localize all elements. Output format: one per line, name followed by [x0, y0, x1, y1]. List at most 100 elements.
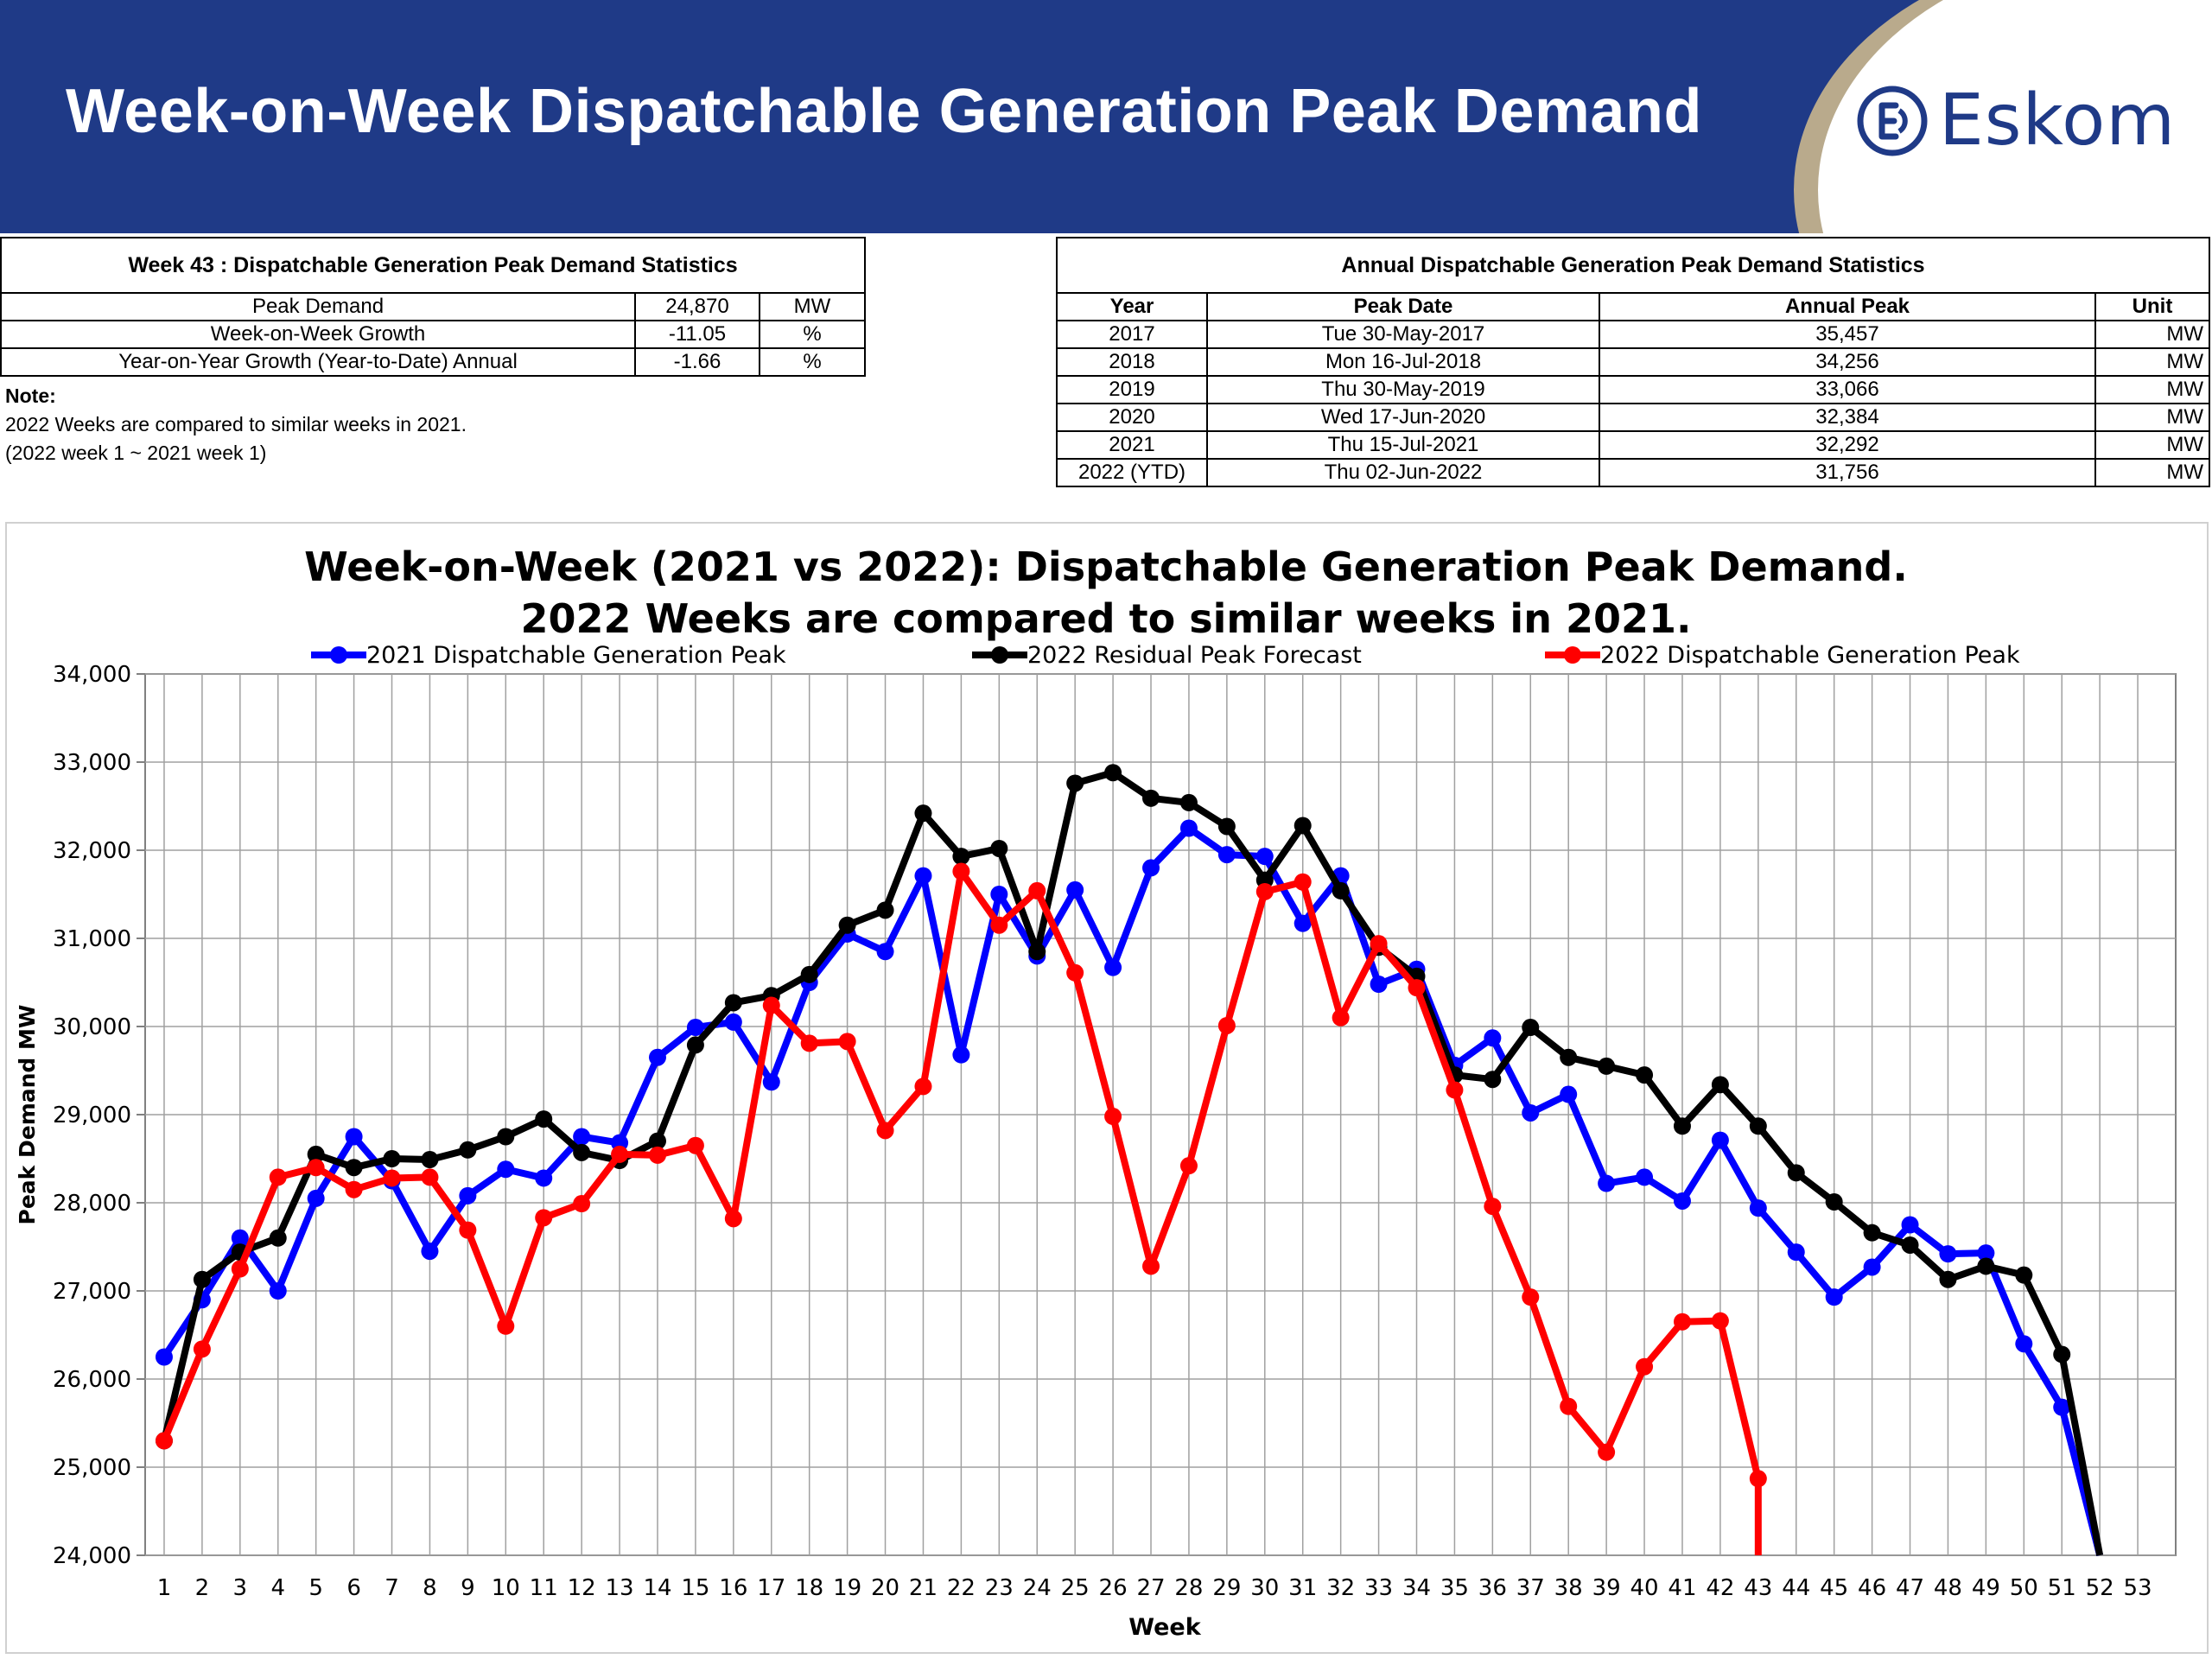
x-tick-label: 31 — [1288, 1575, 1317, 1601]
logo-text: Eskom — [1939, 79, 2177, 162]
data-point — [383, 1150, 401, 1167]
data-point — [1142, 789, 1160, 807]
data-point — [307, 1189, 325, 1207]
cell-unit: MW — [2094, 375, 2210, 404]
x-tick-label: 4 — [270, 1575, 285, 1601]
x-tick-label: 52 — [2086, 1575, 2114, 1601]
column-header-year: Year — [1056, 292, 1208, 321]
series-3 — [155, 862, 1767, 1555]
data-point — [1560, 1397, 1578, 1415]
table-row: Peak Demand 24,870 MW — [0, 292, 866, 321]
x-tick-label: 42 — [1706, 1575, 1734, 1601]
legend-label: 2022 Residual Peak Forecast — [1027, 642, 1362, 669]
x-tick-label: 28 — [1174, 1575, 1203, 1601]
cell-year: 2021 — [1056, 430, 1208, 460]
x-tick-label: 7 — [385, 1575, 399, 1601]
data-point — [459, 1141, 477, 1159]
x-tick-label: 9 — [461, 1575, 475, 1601]
column-header-annual-peak: Annual Peak — [1599, 292, 2096, 321]
data-point — [1217, 817, 1236, 836]
x-tick-label: 46 — [1858, 1575, 1886, 1601]
data-point — [952, 848, 970, 866]
data-point — [535, 1169, 553, 1187]
data-point — [762, 1073, 780, 1091]
x-tick-label: 16 — [719, 1575, 747, 1601]
cell-unit: MW — [2094, 320, 2210, 349]
data-point — [838, 916, 856, 934]
x-tick-label: 36 — [1478, 1575, 1507, 1601]
stat-value: 24,870 — [634, 292, 760, 321]
series-line — [161, 769, 2104, 1556]
data-point — [497, 1128, 515, 1146]
cell-annual-peak: 33,066 — [1599, 375, 2096, 404]
stat-label: Year-on-Year Growth (Year-to-Date) Annua… — [0, 347, 636, 377]
data-point — [421, 1151, 439, 1169]
y-tick-label: 27,000 — [53, 1279, 131, 1305]
data-point — [421, 1243, 439, 1261]
data-point — [1522, 1103, 1540, 1122]
data-point — [269, 1229, 287, 1247]
x-tick-label: 5 — [308, 1575, 323, 1601]
data-point — [1825, 1192, 1843, 1211]
x-tick-label: 40 — [1630, 1575, 1658, 1601]
note-label: Note: — [5, 385, 56, 407]
data-point — [1673, 1192, 1691, 1210]
x-tick-label: 49 — [1972, 1575, 2000, 1601]
y-tick-label: 30,000 — [53, 1014, 131, 1040]
data-point — [269, 1282, 287, 1300]
cell-annual-peak: 32,292 — [1599, 430, 2096, 460]
cell-peak-date: Mon 16-Jul-2018 — [1206, 347, 1600, 377]
data-point — [800, 965, 818, 983]
data-point — [1787, 1243, 1805, 1262]
x-tick-label: 39 — [1592, 1575, 1621, 1601]
data-point — [1179, 793, 1198, 811]
stat-label: Peak Demand — [0, 292, 636, 321]
data-point — [535, 1110, 553, 1128]
data-point — [307, 1159, 325, 1177]
data-point — [1939, 1245, 1957, 1263]
data-point — [421, 1168, 439, 1186]
cell-annual-peak: 31,756 — [1599, 458, 2096, 487]
data-point — [459, 1221, 477, 1239]
x-tick-label: 44 — [1782, 1575, 1810, 1601]
y-tick-label: 29,000 — [53, 1103, 131, 1128]
data-point — [1408, 979, 1426, 997]
cell-annual-peak: 35,457 — [1599, 320, 2096, 349]
x-tick-label: 26 — [1099, 1575, 1128, 1601]
data-point — [155, 1348, 173, 1366]
legend-item: 2022 Residual Peak Forecast — [972, 642, 1362, 669]
page-title: Week-on-Week Dispatchable Generation Pea… — [66, 77, 1702, 146]
data-point — [1977, 1244, 1995, 1262]
data-point — [1560, 1048, 1578, 1066]
x-tick-label: 25 — [1061, 1575, 1090, 1601]
data-point — [1484, 1198, 1502, 1216]
data-point — [2015, 1335, 2033, 1353]
eskom-emblem-icon — [1857, 86, 1928, 156]
chart-subtitle: 2022 Weeks are compared to similar weeks… — [521, 595, 1692, 642]
legend-swatch-marker — [991, 646, 1008, 664]
stat-value: -11.05 — [634, 320, 760, 349]
table-row: 2018 Mon 16-Jul-2018 34,256 MW — [1056, 347, 2210, 377]
table-header-row: Year Peak Date Annual Peak Unit — [1056, 292, 2210, 321]
data-point — [2053, 1345, 2071, 1363]
annual-stats-caption: Annual Dispatchable Generation Peak Dema… — [1056, 237, 2210, 294]
x-tick-label: 29 — [1212, 1575, 1241, 1601]
data-point — [1636, 1066, 1654, 1084]
x-tick-label: 27 — [1136, 1575, 1165, 1601]
data-point — [1939, 1270, 1957, 1288]
data-point — [914, 1077, 932, 1096]
x-tick-label: 21 — [909, 1575, 938, 1601]
x-tick-label: 32 — [1326, 1575, 1355, 1601]
data-point — [686, 1036, 704, 1054]
data-point — [2053, 1398, 2071, 1416]
data-point — [1294, 817, 1312, 835]
table-row: 2019 Thu 30-May-2019 33,066 MW — [1056, 375, 2210, 404]
x-tick-label: 20 — [871, 1575, 899, 1601]
x-tick-label: 6 — [346, 1575, 361, 1601]
data-point — [1522, 1019, 1540, 1037]
x-tick-label: 35 — [1440, 1575, 1469, 1601]
x-tick-label: 24 — [1023, 1575, 1052, 1601]
data-point — [1179, 1157, 1198, 1175]
x-tick-label: 45 — [1820, 1575, 1848, 1601]
